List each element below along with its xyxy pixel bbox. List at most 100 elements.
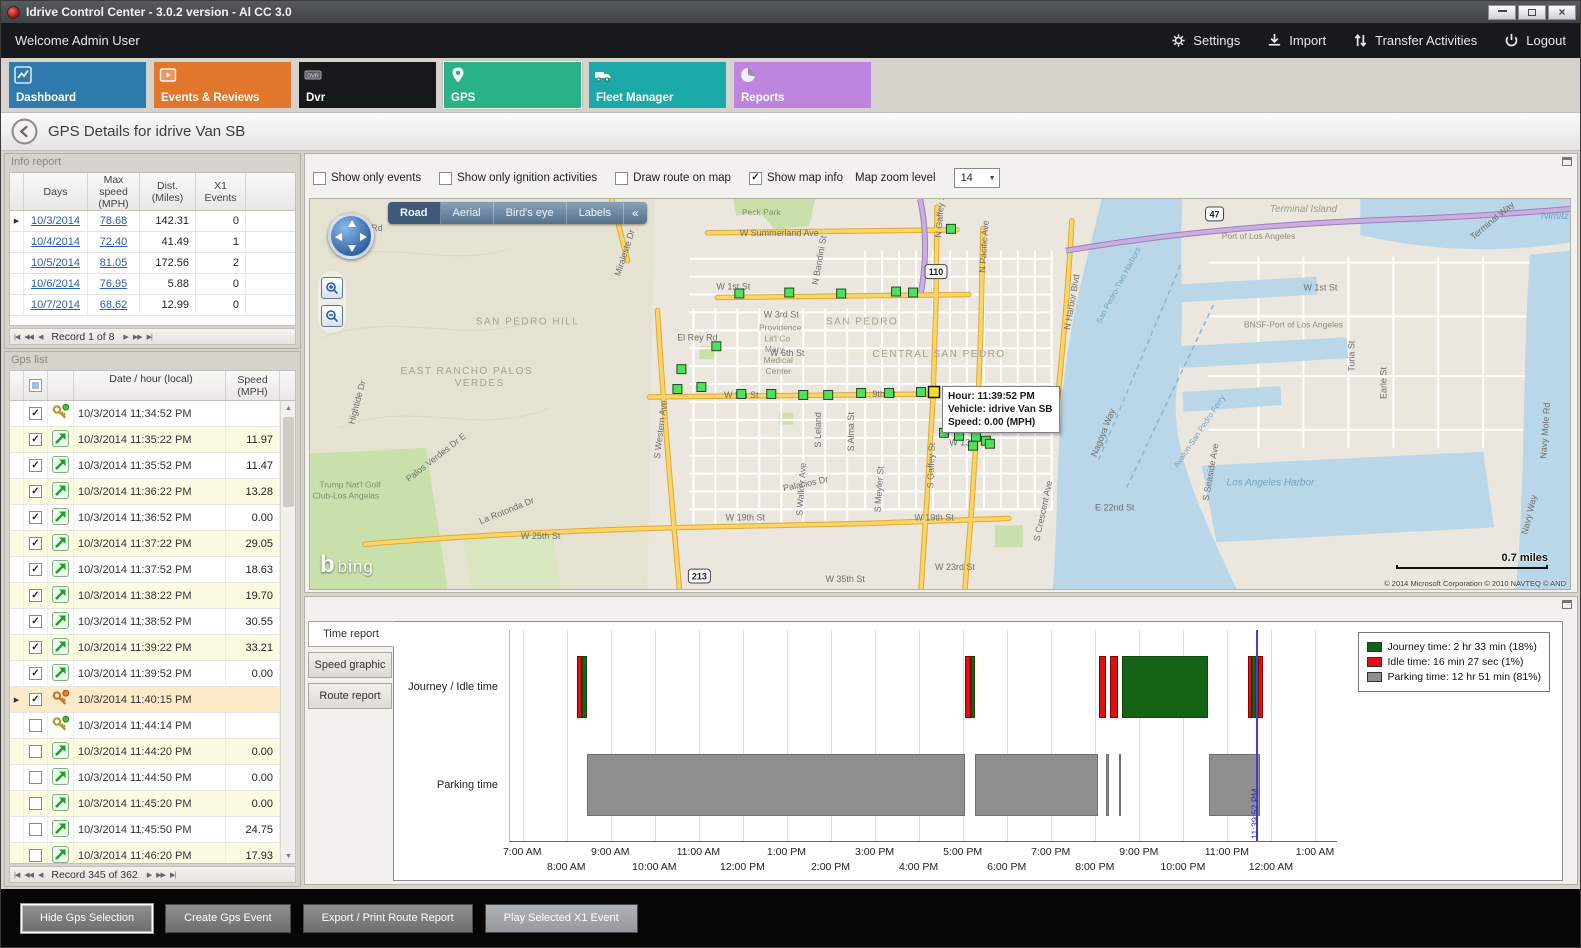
gps-list-row[interactable]: ✓ 10/3/2014 11:35:52 PM 11.47 bbox=[10, 453, 295, 479]
row-checkbox[interactable]: ✓ bbox=[29, 537, 42, 550]
max-speed-link[interactable]: 72.40 bbox=[88, 232, 140, 252]
play-selected-x1-event-button[interactable]: Play Selected X1 Event bbox=[484, 903, 638, 933]
gps-marker[interactable] bbox=[970, 431, 981, 442]
maximize-panel-icon[interactable] bbox=[1562, 157, 1572, 166]
report-tab-route-report[interactable]: Route report bbox=[308, 683, 392, 709]
day-link[interactable]: 10/6/2014 bbox=[24, 274, 88, 294]
gps-list-row[interactable]: ✓ 10/3/2014 11:36:22 PM 13.28 bbox=[10, 479, 295, 505]
gps-marker[interactable] bbox=[916, 387, 927, 397]
gps-list-row[interactable]: ✓ 10/3/2014 11:34:52 PM bbox=[10, 401, 295, 427]
checkbox[interactable] bbox=[313, 171, 326, 185]
gps-marker[interactable] bbox=[676, 364, 687, 375]
checkbox[interactable]: ✓ bbox=[748, 171, 762, 185]
nav-tab-events-reviews[interactable]: Events & Reviews bbox=[154, 62, 291, 108]
pager-first-button[interactable]: |◀ bbox=[14, 871, 20, 879]
gps-list-row[interactable]: ✓ 10/3/2014 11:37:22 PM 29.05 bbox=[10, 531, 295, 557]
column-header-date-hour-local[interactable]: Date / hour (local) bbox=[74, 371, 226, 400]
column-header-days[interactable]: Days bbox=[24, 173, 88, 210]
back-button[interactable] bbox=[11, 118, 38, 145]
nav-tab-dvr[interactable]: DVR Dvr bbox=[299, 62, 436, 108]
gps-list-row[interactable]: 10/3/2014 11:44:50 PM 0.00 bbox=[10, 765, 295, 791]
hide-gps-selection-button[interactable]: Hide Gps Selection bbox=[21, 903, 154, 933]
day-link[interactable]: 10/7/2014 bbox=[24, 295, 88, 315]
maximize-button[interactable] bbox=[1518, 4, 1546, 20]
scrollbar-thumb[interactable] bbox=[283, 417, 294, 507]
pager-prev-button[interactable]: ◀ bbox=[37, 333, 43, 341]
pager-prev-button[interactable]: ◀ bbox=[37, 871, 43, 879]
gps-marker[interactable] bbox=[736, 389, 747, 399]
checkbox[interactable] bbox=[439, 171, 453, 185]
gps-marker[interactable] bbox=[967, 440, 978, 451]
gps-marker[interactable] bbox=[711, 341, 722, 352]
checkbox[interactable] bbox=[615, 171, 629, 185]
gps-marker[interactable] bbox=[766, 389, 777, 399]
gps-marker[interactable] bbox=[823, 390, 834, 400]
info-report-row[interactable]: 10/5/2014 81.05 172.56 2 bbox=[10, 253, 295, 274]
info-report-row[interactable]: ▶ 10/3/2014 78.68 142.31 0 bbox=[10, 211, 295, 232]
row-checkbox[interactable] bbox=[29, 849, 42, 862]
row-checkbox[interactable]: ✓ bbox=[29, 511, 42, 524]
max-speed-link[interactable]: 78.68 bbox=[88, 211, 140, 231]
nav-tab-reports[interactable]: Reports bbox=[734, 62, 871, 108]
collapse-map-tabs-button[interactable]: « bbox=[632, 206, 639, 220]
map-view-tab-aerial[interactable]: Aerial bbox=[441, 202, 494, 224]
map-view-tab-labels[interactable]: Labels bbox=[567, 202, 624, 224]
gps-list-scrollbar[interactable]: ▲ ▼ bbox=[280, 401, 295, 863]
gps-marker[interactable] bbox=[856, 388, 867, 398]
column-header-dist-miles[interactable]: Dist. (Miles) bbox=[140, 173, 196, 210]
day-link[interactable]: 10/3/2014 bbox=[24, 211, 88, 231]
row-checkbox[interactable] bbox=[29, 745, 42, 758]
scroll-down-icon[interactable]: ▼ bbox=[285, 852, 292, 860]
gps-marker[interactable] bbox=[945, 223, 956, 234]
gps-list-row[interactable]: ▶ ✓ 10/3/2014 11:40:15 PM bbox=[10, 687, 295, 713]
pager-last-button[interactable]: ▶| bbox=[169, 871, 176, 879]
gps-list-row[interactable]: 10/3/2014 11:44:14 PM bbox=[10, 713, 295, 739]
nav-tab-gps[interactable]: GPS bbox=[443, 61, 582, 109]
info-report-row[interactable]: 10/6/2014 76.95 5.88 0 bbox=[10, 274, 295, 295]
import-button[interactable]: Import bbox=[1266, 32, 1326, 49]
pager-last-button[interactable]: ▶| bbox=[146, 333, 153, 341]
create-gps-event-button[interactable]: Create Gps Event bbox=[165, 903, 291, 933]
pager-fast-prev-button[interactable]: ◀◀ bbox=[24, 871, 34, 879]
gps-marker[interactable] bbox=[696, 382, 707, 393]
gps-marker[interactable] bbox=[672, 384, 683, 395]
gps-list-row[interactable]: ✓ 10/3/2014 11:38:22 PM 19.70 bbox=[10, 583, 295, 609]
gps-marker[interactable] bbox=[836, 288, 847, 299]
logout-button[interactable]: Logout bbox=[1503, 32, 1566, 49]
map-view-tab-bird-s-eye[interactable]: Bird's eye bbox=[494, 202, 567, 224]
row-checkbox[interactable] bbox=[29, 797, 42, 810]
column-header-speed-mph[interactable]: Speed (MPH) bbox=[226, 371, 280, 400]
minimize-button[interactable] bbox=[1488, 4, 1516, 20]
row-checkbox[interactable] bbox=[29, 771, 42, 784]
info-report-row[interactable]: 10/4/2014 72.40 41.49 1 bbox=[10, 232, 295, 253]
gps-list-row[interactable]: 10/3/2014 11:45:20 PM 0.00 bbox=[10, 791, 295, 817]
chart-plot-area[interactable]: 11:39:52 PM bbox=[509, 630, 1337, 842]
gps-marker[interactable] bbox=[734, 288, 745, 299]
gps-list-row[interactable]: 10/3/2014 11:44:20 PM 0.00 bbox=[10, 739, 295, 765]
transfer-activities-button[interactable]: Transfer Activities bbox=[1352, 32, 1477, 49]
nav-tab-fleet-manager[interactable]: Fleet Manager bbox=[589, 62, 726, 108]
gps-list-row[interactable]: ✓ 10/3/2014 11:35:22 PM 11.97 bbox=[10, 427, 295, 453]
map-zoom-select[interactable]: 14 ▼ bbox=[953, 168, 1000, 188]
select-all-checkbox[interactable] bbox=[29, 379, 42, 392]
gps-list-row[interactable]: ✓ 10/3/2014 11:39:22 PM 33.21 bbox=[10, 635, 295, 661]
map-compass-control[interactable] bbox=[328, 213, 374, 259]
gps-marker[interactable] bbox=[908, 287, 919, 298]
gps-marker[interactable] bbox=[984, 438, 995, 449]
row-checkbox[interactable] bbox=[29, 823, 42, 836]
row-checkbox[interactable]: ✓ bbox=[29, 615, 42, 628]
column-header-x1-events[interactable]: X1 Events bbox=[196, 173, 246, 210]
report-tab-speed-graphic[interactable]: Speed graphic bbox=[308, 652, 392, 678]
pager-first-button[interactable]: |◀ bbox=[14, 333, 20, 341]
row-checkbox[interactable]: ✓ bbox=[29, 485, 42, 498]
map-option-show-map-info[interactable]: ✓ Show map info bbox=[748, 171, 843, 185]
pager-next-button[interactable]: ▶ bbox=[123, 333, 128, 341]
gps-list-row[interactable]: ✓ 10/3/2014 11:36:52 PM 0.00 bbox=[10, 505, 295, 531]
pager-fast-next-button[interactable]: ▶▶ bbox=[132, 333, 143, 341]
row-checkbox[interactable]: ✓ bbox=[29, 667, 42, 680]
column-header-max-speed-mph[interactable]: Max speed (MPH) bbox=[88, 173, 140, 210]
row-checkbox[interactable]: ✓ bbox=[29, 641, 42, 654]
selected-gps-marker[interactable] bbox=[927, 385, 941, 399]
